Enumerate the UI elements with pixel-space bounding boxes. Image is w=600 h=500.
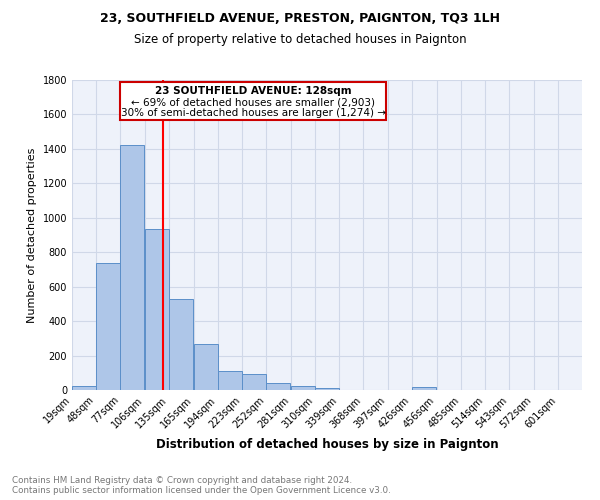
Text: 30% of semi-detached houses are larger (1,274) →: 30% of semi-detached houses are larger (…: [121, 108, 386, 118]
X-axis label: Distribution of detached houses by size in Paignton: Distribution of detached houses by size …: [155, 438, 499, 451]
Bar: [121, 144, 145, 390]
Bar: [194, 344, 218, 390]
Bar: [96, 264, 120, 390]
Y-axis label: Number of detached properties: Number of detached properties: [27, 148, 37, 322]
Bar: [145, 229, 169, 390]
Bar: [72, 386, 96, 390]
Text: ← 69% of detached houses are smaller (2,903): ← 69% of detached houses are smaller (2,…: [131, 98, 375, 108]
Bar: [242, 374, 266, 390]
Bar: [315, 388, 339, 390]
FancyBboxPatch shape: [121, 82, 386, 120]
Bar: [266, 383, 290, 390]
Text: Size of property relative to detached houses in Paignton: Size of property relative to detached ho…: [134, 32, 466, 46]
Text: 23 SOUTHFIELD AVENUE: 128sqm: 23 SOUTHFIELD AVENUE: 128sqm: [155, 86, 352, 96]
Bar: [169, 298, 193, 390]
Bar: [290, 386, 314, 390]
Text: 23, SOUTHFIELD AVENUE, PRESTON, PAIGNTON, TQ3 1LH: 23, SOUTHFIELD AVENUE, PRESTON, PAIGNTON…: [100, 12, 500, 26]
Bar: [412, 387, 436, 390]
Bar: [218, 371, 242, 390]
Text: Contains HM Land Registry data © Crown copyright and database right 2024.
Contai: Contains HM Land Registry data © Crown c…: [12, 476, 391, 495]
